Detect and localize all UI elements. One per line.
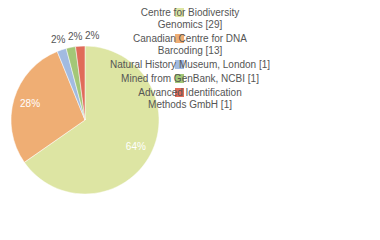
svg-text:64%: 64% bbox=[126, 141, 146, 152]
svg-text:Natural History Museum, London: Natural History Museum, London [1] bbox=[110, 59, 270, 70]
svg-text:2%: 2% bbox=[51, 34, 66, 45]
svg-text:Centre for BiodiversityGenomic: Centre for BiodiversityGenomics [29] bbox=[141, 7, 239, 30]
svg-text:Mined from GenBank, NCBI [1]: Mined from GenBank, NCBI [1] bbox=[121, 73, 259, 84]
svg-text:2%: 2% bbox=[85, 30, 100, 41]
svg-text:Advanced IdentificationMethods: Advanced IdentificationMethods GmbH [1] bbox=[138, 87, 241, 110]
svg-text:2%: 2% bbox=[68, 31, 83, 42]
svg-text:28%: 28% bbox=[20, 98, 40, 109]
svg-text:Canadian Centre for DNABarcodi: Canadian Centre for DNABarcoding [13] bbox=[133, 33, 247, 56]
